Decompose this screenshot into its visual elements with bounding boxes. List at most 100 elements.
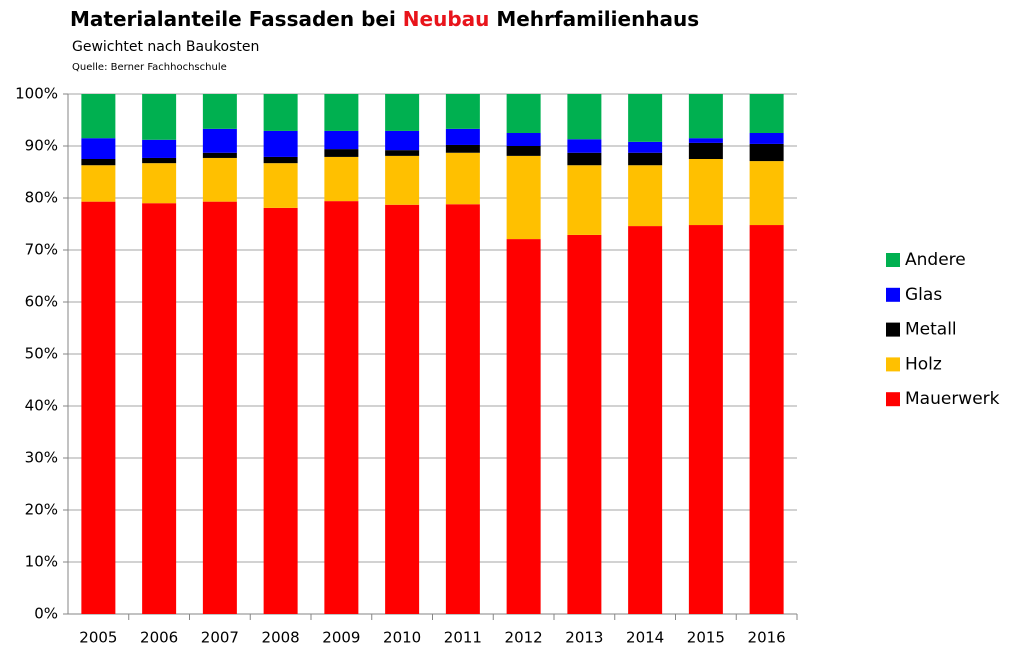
y-tick-label: 70% — [25, 241, 58, 259]
legend-label: Mauerwerk — [905, 389, 1000, 409]
bar-segment — [688, 142, 723, 159]
chart-title: Materialanteile Fassaden bei Neubau Mehr… — [70, 7, 699, 31]
y-tick-label: 90% — [25, 137, 58, 155]
bar-segment — [81, 165, 116, 202]
bar-segment — [688, 138, 723, 143]
bar-segment — [567, 152, 602, 166]
bar-segment — [142, 157, 177, 164]
bar-segment — [445, 152, 480, 205]
x-tick-label: 2009 — [322, 629, 360, 647]
bar-segment — [749, 143, 784, 162]
bar-segment — [567, 139, 602, 153]
y-tick-label: 60% — [25, 293, 58, 311]
bar-segment — [385, 155, 420, 205]
bar-segment — [445, 128, 480, 145]
y-tick-label: 80% — [25, 189, 58, 207]
bar-segment — [506, 133, 541, 146]
bar-segment — [749, 94, 784, 133]
legend-label: Metall — [905, 320, 957, 340]
bar-segment — [142, 203, 177, 614]
x-tick-label: 2005 — [79, 629, 117, 647]
bar-segment — [688, 94, 723, 139]
bar-segment — [628, 152, 663, 166]
bar-segment — [506, 146, 541, 156]
title-part: Materialanteile Fassaden bei — [70, 7, 396, 31]
bar-segment — [506, 155, 541, 240]
title-part: Mehrfamilienhaus — [496, 7, 699, 31]
bar-segment — [385, 204, 420, 614]
bar-segment — [142, 94, 177, 140]
x-tick-label: 2010 — [383, 629, 421, 647]
bar-segment — [628, 165, 663, 227]
y-tick-label: 50% — [25, 345, 58, 363]
x-tick-label: 2015 — [687, 629, 725, 647]
bar-segment — [385, 150, 420, 156]
x-tick-label: 2006 — [140, 629, 178, 647]
legend-swatch — [886, 253, 900, 267]
title-highlight: Neubau — [403, 7, 490, 31]
bar-segment — [445, 144, 480, 153]
bar-segment — [567, 234, 602, 615]
bar-segment — [81, 94, 116, 139]
y-tick-label: 100% — [15, 85, 58, 103]
bar-segment — [628, 141, 663, 153]
legend-swatch — [886, 287, 900, 302]
bar-segment — [324, 130, 359, 150]
bar-segment — [142, 163, 177, 204]
bar-segment — [142, 139, 177, 158]
bar-segment — [202, 94, 237, 129]
bar-segment — [749, 161, 784, 226]
x-tick-label: 2008 — [262, 629, 300, 647]
bar-segment — [202, 201, 237, 614]
x-tick-label: 2012 — [505, 629, 543, 647]
bar-segment — [263, 156, 298, 164]
legend-swatch — [886, 322, 900, 337]
bar-segment — [445, 204, 480, 615]
bar-segment — [202, 128, 237, 153]
bar-segment — [263, 207, 298, 614]
x-tick-label: 2007 — [201, 629, 239, 647]
bar-segment — [263, 94, 298, 131]
bar-segment — [263, 163, 298, 208]
bar-segment — [324, 149, 359, 157]
bar-segment — [385, 130, 420, 151]
y-tick-label: 30% — [25, 449, 58, 467]
x-tick-label: 2014 — [626, 629, 664, 647]
bar-segment — [506, 94, 541, 133]
bar-segment — [81, 159, 116, 166]
bar-segment — [628, 94, 663, 142]
source-note: Quelle: Berner Fachhochschule — [72, 62, 227, 73]
bar-segment — [445, 94, 480, 129]
bar-segment — [202, 157, 237, 202]
bar-segment — [749, 225, 784, 615]
bar-segment — [688, 159, 723, 226]
bar-segment — [324, 94, 359, 131]
bar-segment — [202, 152, 237, 158]
bar-segment — [628, 226, 663, 614]
bar-segment — [506, 239, 541, 614]
bar-segment — [324, 201, 359, 614]
legend-label: Holz — [905, 354, 942, 374]
chart-subtitle: Gewichtet nach Baukosten — [72, 39, 259, 55]
legend-swatch — [886, 392, 900, 407]
bar-segment — [263, 130, 298, 157]
bar-segment — [81, 138, 116, 159]
bar-segment — [324, 156, 359, 202]
y-tick-label: 0% — [34, 605, 58, 623]
bar-segment — [81, 201, 116, 614]
x-tick-label: 2011 — [444, 629, 482, 647]
y-tick-label: 20% — [25, 501, 58, 519]
bar-segment — [567, 94, 602, 140]
x-tick-label: 2013 — [565, 629, 603, 647]
bar-segment — [385, 94, 420, 131]
legend-swatch — [886, 357, 900, 372]
bar-segment — [567, 165, 602, 235]
legend-label: Andere — [905, 250, 966, 270]
legend-label: Glas — [905, 285, 942, 305]
y-tick-label: 10% — [25, 553, 58, 571]
bar-segment — [688, 225, 723, 615]
x-tick-label: 2016 — [748, 629, 786, 647]
y-tick-label: 40% — [25, 397, 58, 415]
bar-segment — [749, 133, 784, 144]
